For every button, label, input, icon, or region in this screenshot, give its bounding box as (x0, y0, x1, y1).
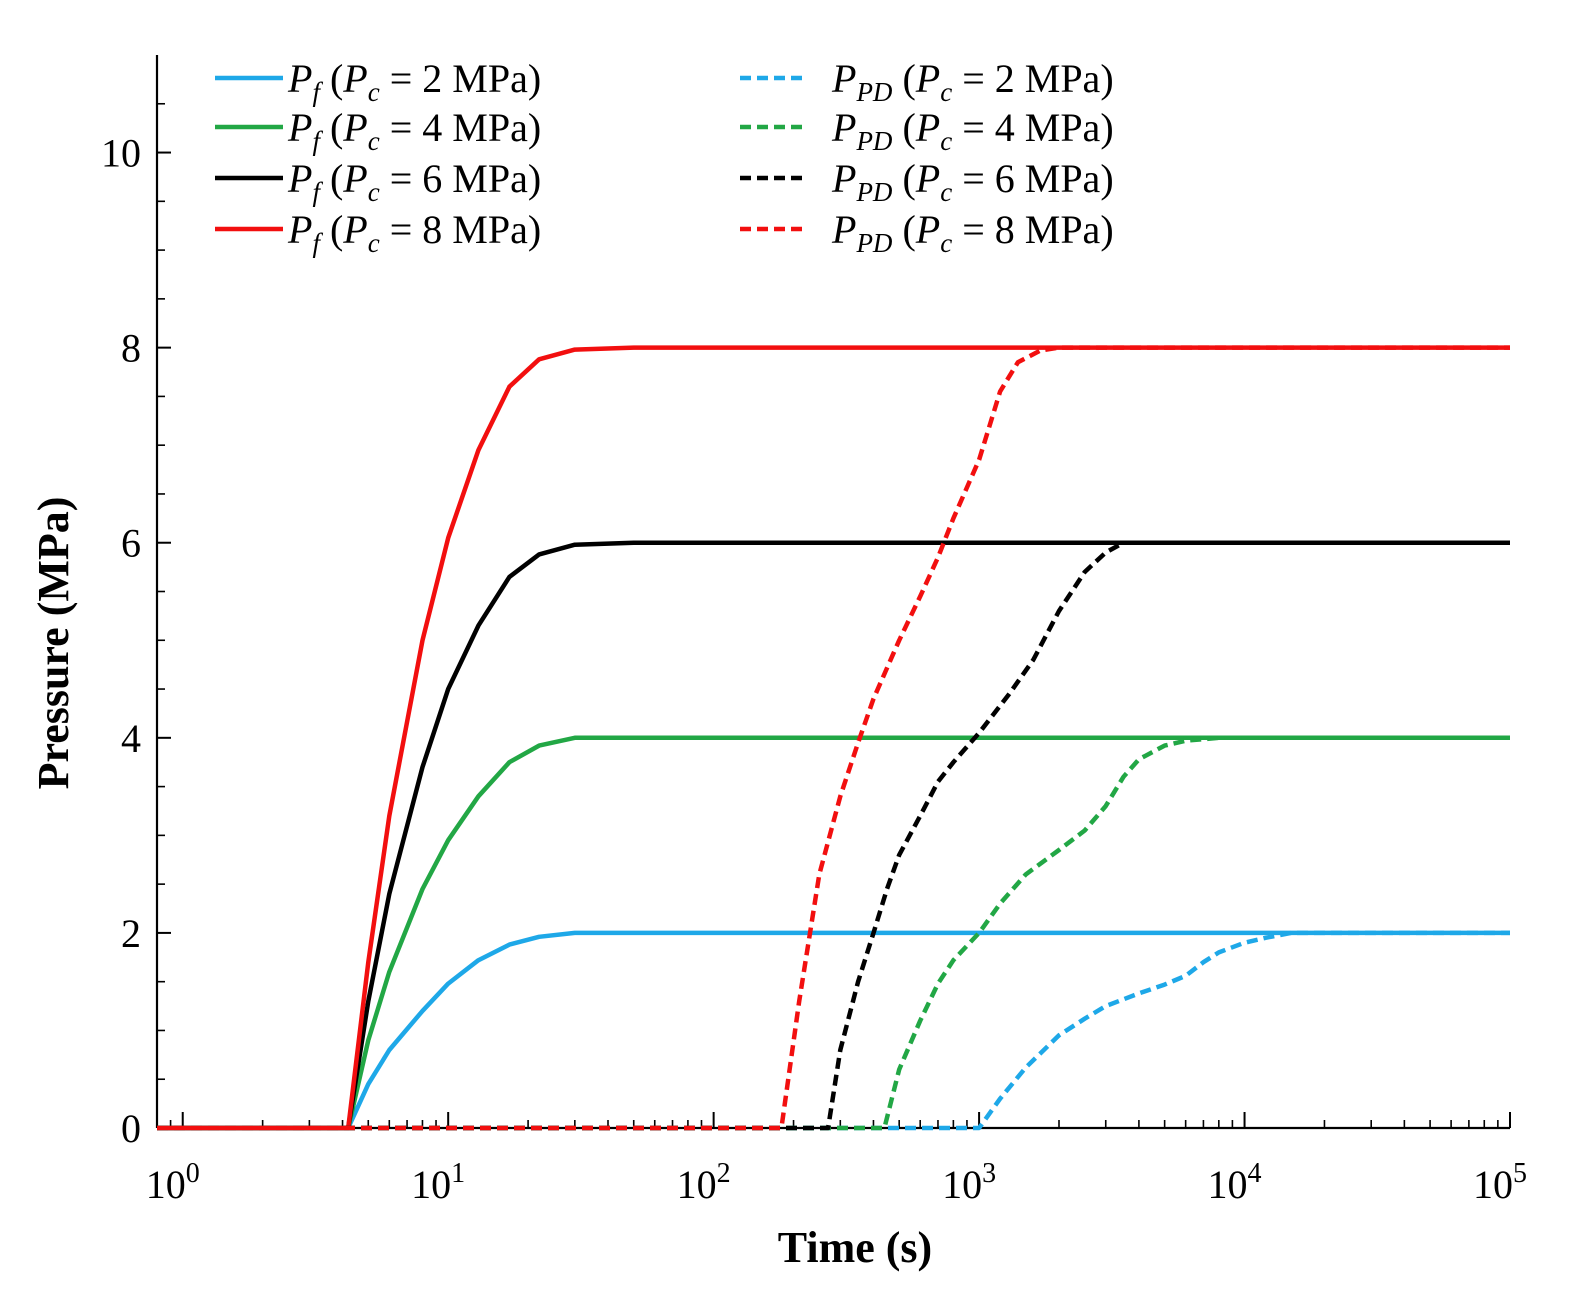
y-tick-label: 8 (121, 326, 141, 371)
x-axis-title: Time (s) (778, 1223, 932, 1272)
y-tick-label: 0 (121, 1106, 141, 1151)
x-tick-label: 104 (1208, 1158, 1262, 1207)
legend: Pf (Pc = 2 MPa)Pf (Pc = 4 MPa)Pf (Pc = 6… (215, 56, 1114, 258)
x-tick-label: 100 (146, 1158, 200, 1207)
series-line-pf-2 (157, 540, 1510, 1131)
series-line-ppd-4 (157, 930, 1510, 1131)
series-line-pf-1 (157, 735, 1510, 1131)
series-line-ppd-6 (157, 540, 1510, 1131)
series-line-pf-0 (157, 930, 1510, 1131)
legend-label: PPD (Pc = 8 MPa) (831, 207, 1114, 258)
x-tick-label: 102 (677, 1158, 731, 1207)
legend-label: Pf (Pc = 8 MPa) (287, 207, 541, 258)
legend-label: Pf (Pc = 6 MPa) (287, 156, 541, 207)
series-line-ppd-5 (157, 735, 1510, 1131)
series-line-pf-3 (157, 345, 1510, 1131)
y-tick-label: 10 (101, 131, 141, 176)
x-tick-label: 101 (411, 1158, 465, 1207)
y-tick-label: 2 (121, 911, 141, 956)
plot-area (157, 345, 1510, 1131)
legend-label: PPD (Pc = 6 MPa) (831, 156, 1114, 207)
legend-label: PPD (Pc = 2 MPa) (831, 56, 1114, 107)
y-tick-label: 6 (121, 521, 141, 566)
y-axis-title: Pressure (MPa) (29, 497, 78, 790)
x-tick-label: 105 (1473, 1158, 1527, 1207)
legend-label: PPD (Pc = 4 MPa) (831, 105, 1114, 156)
legend-label: Pf (Pc = 4 MPa) (287, 105, 541, 156)
y-tick-label: 4 (121, 716, 141, 761)
axes: 0 2 4 6 8 10 100 101 102 103 104 105 (101, 55, 1527, 1207)
x-tick-label: 103 (942, 1158, 996, 1207)
series-line-ppd-7 (157, 345, 1510, 1131)
legend-label: Pf (Pc = 2 MPa) (287, 56, 541, 107)
